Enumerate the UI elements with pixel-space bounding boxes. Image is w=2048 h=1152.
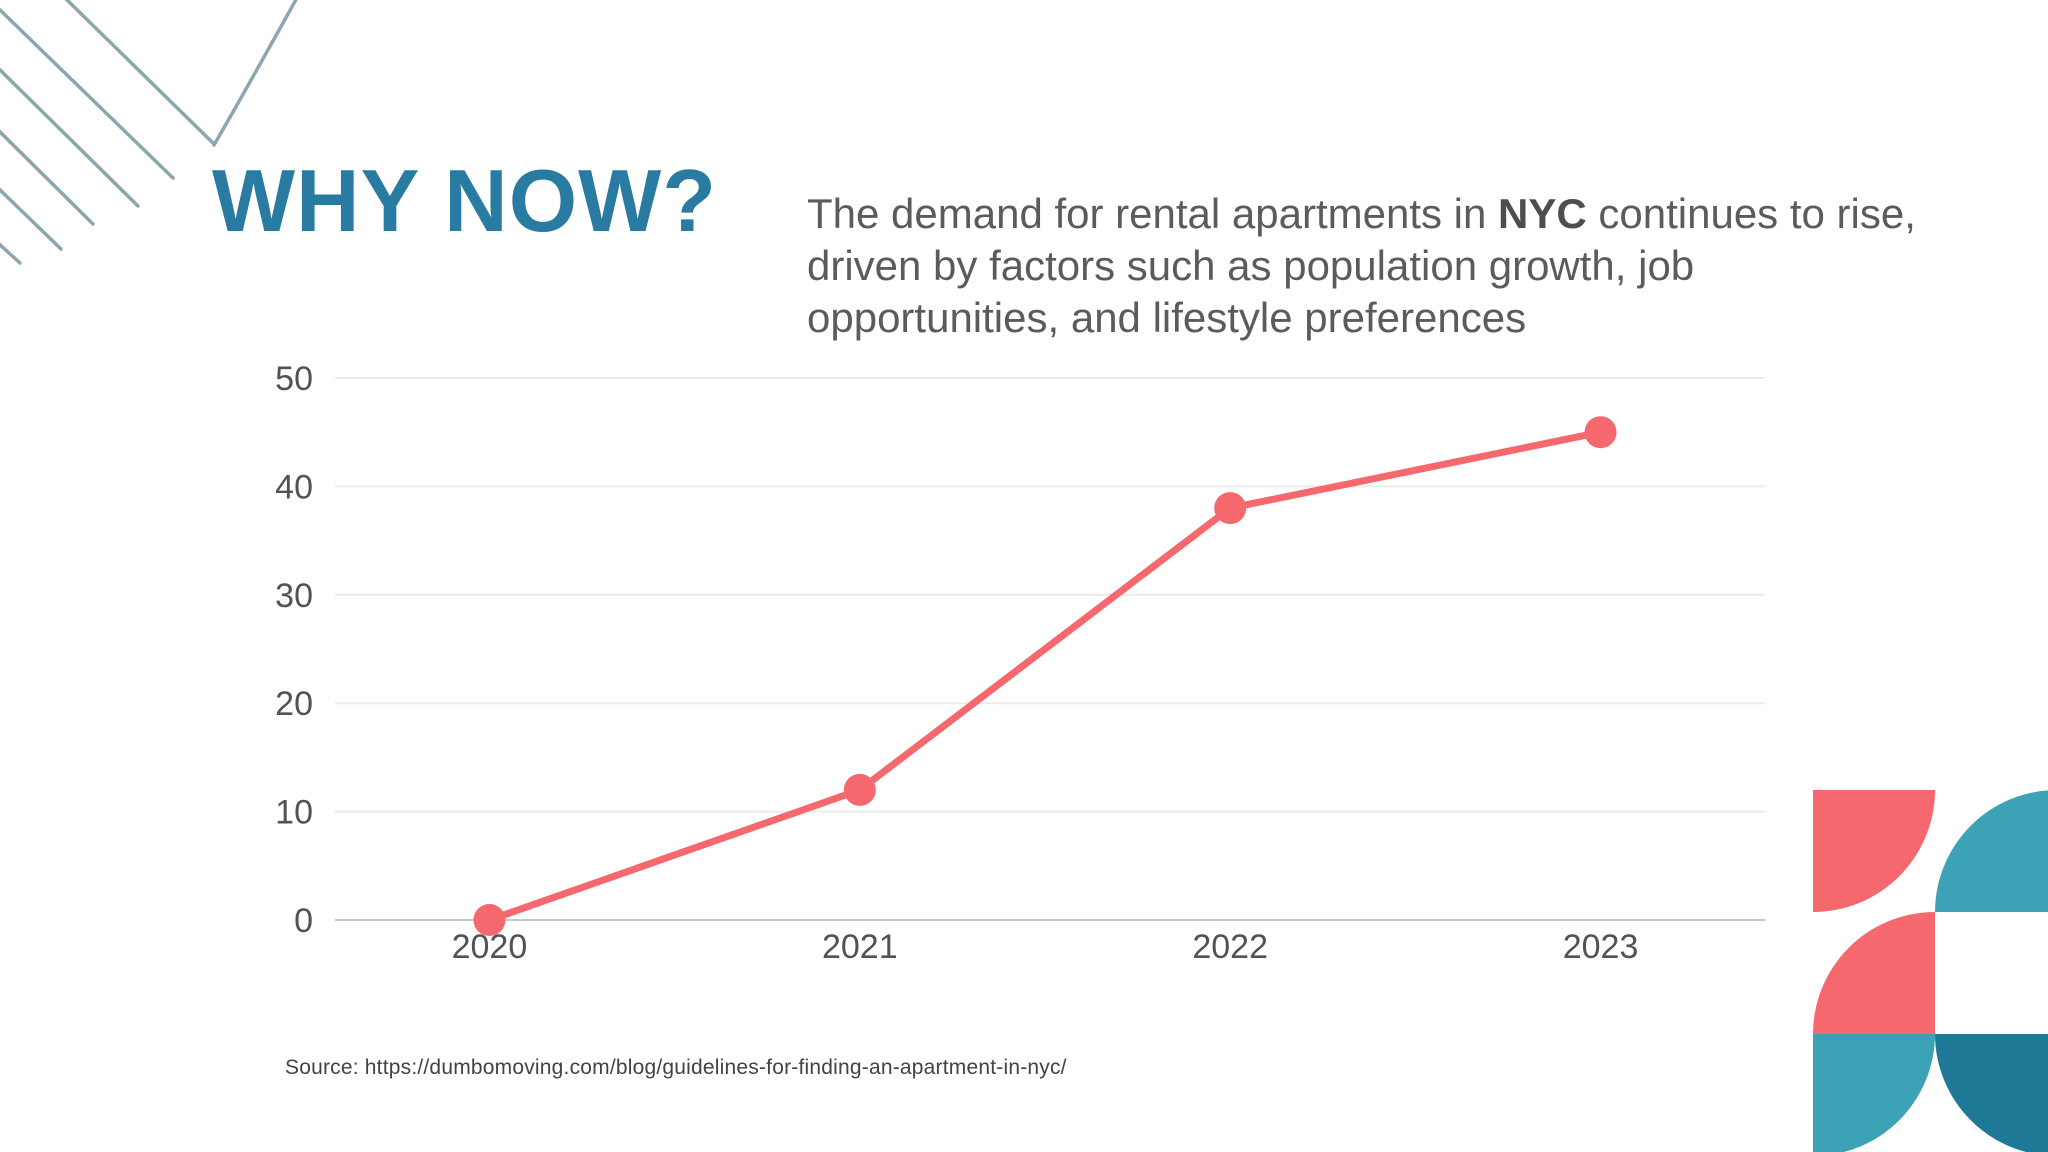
corner-shapes-decoration: [1813, 790, 2048, 1152]
y-tick-label: 20: [275, 685, 313, 723]
data-point: [1214, 492, 1247, 525]
quarter-circle-shape-dark-teal: [1935, 1034, 2048, 1152]
quarter-circle-shape-teal: [1813, 1034, 1935, 1152]
y-tick-label: 50: [275, 360, 313, 398]
quarter-circle-shape-pink: [1813, 790, 1935, 912]
diagonal-line: [0, 7, 175, 180]
leaf-arc: [212, 0, 298, 147]
data-point: [843, 773, 876, 806]
diagonal-line: [0, 187, 63, 251]
x-tick-label: 2021: [822, 928, 898, 966]
corner-lines-decoration: [0, 0, 298, 265]
trend-line: [485, 428, 1605, 924]
line-chart: 0 10 20 30 40 50 2020 2021 2022 2023: [260, 350, 1790, 990]
y-tick-label: 40: [275, 468, 313, 506]
diagonal-line: [0, 129, 95, 226]
quarter-circle-shape-teal: [1935, 790, 2048, 912]
y-tick-label: 0: [294, 902, 313, 940]
x-tick-label: 2022: [1192, 928, 1268, 966]
intro-text-before: The demand for rental apartments in: [807, 190, 1499, 237]
x-tick-label: 2023: [1563, 928, 1639, 966]
y-tick-label: 10: [275, 794, 313, 832]
intro-text-bold: NYC: [1498, 190, 1587, 237]
diagonal-line: [0, 67, 140, 208]
intro-text-after: continues to rise, driven by factors suc…: [807, 190, 1916, 341]
source-text: Source: https://dumbomoving.com/blog/gui…: [285, 1056, 1067, 1079]
data-point: [473, 904, 506, 936]
data-point: [1584, 416, 1617, 449]
quarter-circle-shape-pink: [1813, 912, 1935, 1034]
intro-paragraph: The demand for rental apartments in NYC …: [807, 188, 1957, 344]
diagonal-line: [64, 0, 216, 146]
y-tick-label: 30: [275, 577, 313, 615]
page-title: WHY NOW?: [212, 151, 717, 250]
diagonal-line: [0, 242, 22, 265]
